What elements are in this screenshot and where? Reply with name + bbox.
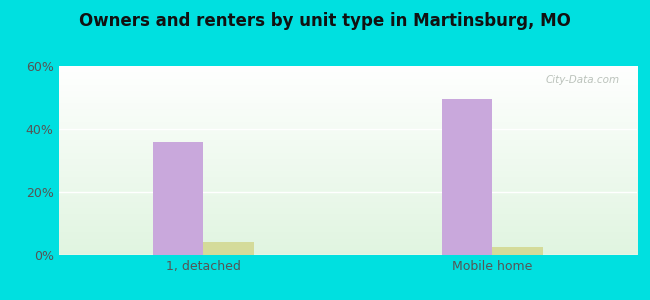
Bar bbox=[153, 142, 203, 255]
Bar bbox=[493, 247, 543, 255]
Bar bbox=[442, 99, 493, 255]
Text: City-Data.com: City-Data.com bbox=[545, 76, 619, 85]
Bar bbox=[203, 242, 254, 255]
Text: Owners and renters by unit type in Martinsburg, MO: Owners and renters by unit type in Marti… bbox=[79, 12, 571, 30]
